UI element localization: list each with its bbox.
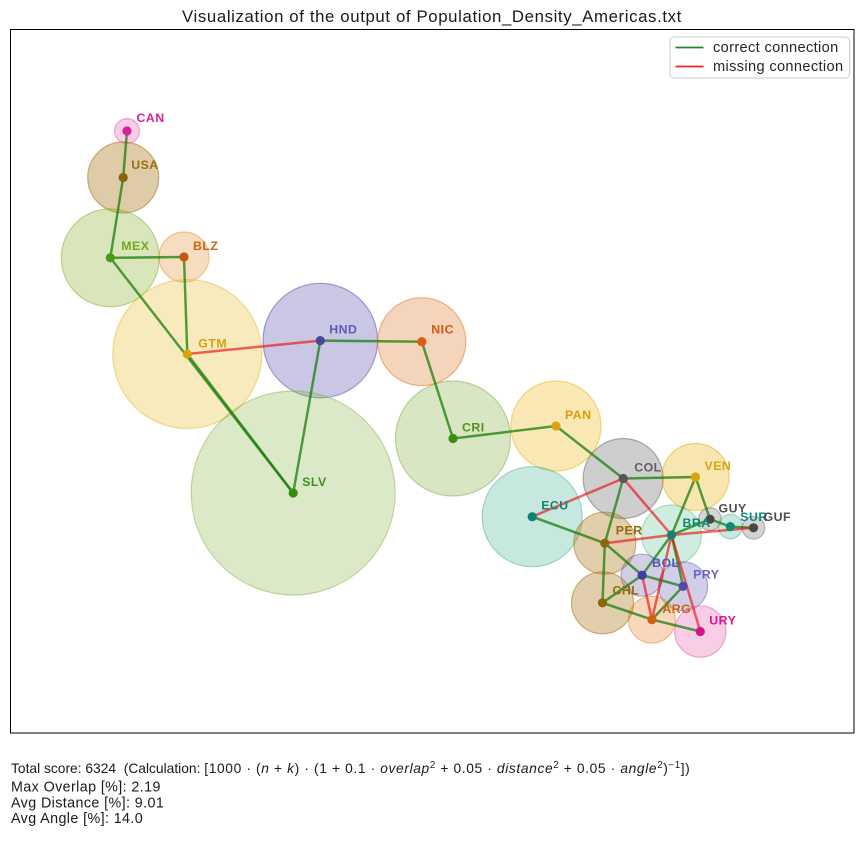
svg-text:BLZ: BLZ — [193, 239, 218, 253]
svg-text:URY: URY — [709, 614, 736, 628]
svg-text:GTM: GTM — [198, 337, 227, 351]
svg-text:PAN: PAN — [565, 408, 592, 422]
svg-text:Visualization of the output of: Visualization of the output of Populatio… — [182, 7, 682, 26]
svg-text:Max Overlap [%]: 2.19: Max Overlap [%]: 2.19 — [11, 780, 161, 796]
svg-text:GUF: GUF — [764, 510, 791, 524]
svg-text:ARG: ARG — [662, 602, 691, 616]
svg-text:Avg Angle [%]: 14.0: Avg Angle [%]: 14.0 — [11, 811, 143, 827]
svg-text:CRI: CRI — [462, 421, 485, 435]
svg-text:BOL: BOL — [652, 556, 679, 570]
svg-text:correct connection: correct connection — [713, 40, 839, 56]
svg-text:SUR: SUR — [740, 510, 767, 524]
svg-text:BRA: BRA — [683, 516, 711, 530]
svg-text:ECU: ECU — [541, 499, 568, 513]
svg-text:USA: USA — [131, 158, 158, 172]
svg-text:PRY: PRY — [693, 567, 719, 581]
svg-text:HND: HND — [329, 323, 357, 337]
svg-text:CHL: CHL — [613, 583, 640, 597]
svg-text:Avg Distance [%]: 9.01: Avg Distance [%]: 9.01 — [11, 796, 164, 812]
svg-text:PER: PER — [616, 524, 643, 538]
svg-text:SLV: SLV — [302, 475, 327, 489]
svg-text:missing connection: missing connection — [713, 59, 843, 75]
svg-text:Total score: 6324 (Calculatio: Total score: 6324 (Calculation: [1000 · … — [11, 760, 690, 777]
svg-text:CAN: CAN — [137, 111, 165, 125]
svg-text:NIC: NIC — [431, 323, 454, 337]
svg-text:GUY: GUY — [719, 502, 747, 516]
svg-text:VEN: VEN — [705, 459, 732, 473]
svg-text:COL: COL — [634, 461, 661, 475]
svg-text:MEX: MEX — [121, 239, 149, 253]
